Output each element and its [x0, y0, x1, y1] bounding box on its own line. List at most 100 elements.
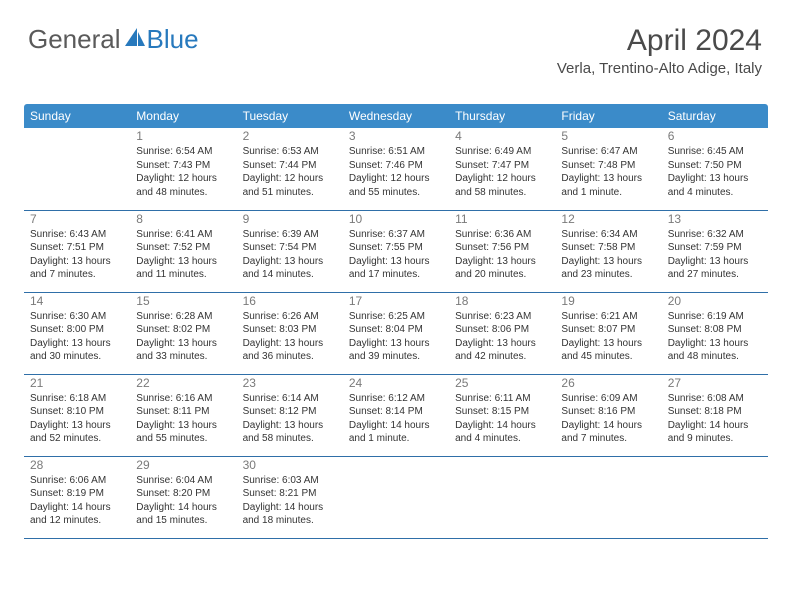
day-number: 29	[136, 458, 230, 472]
calendar-row: 14 Sunrise: 6:30 AMSunset: 8:00 PMDayligh…	[24, 292, 768, 374]
calendar-row: 28 Sunrise: 6:06 AMSunset: 8:19 PMDayligh…	[24, 456, 768, 538]
day-details: Sunrise: 6:36 AMSunset: 7:56 PMDaylight:…	[455, 228, 549, 282]
calendar-cell: 29 Sunrise: 6:04 AMSunset: 8:20 PMDayligh…	[130, 456, 236, 538]
day-number: 23	[243, 376, 337, 390]
day-number: 26	[561, 376, 655, 390]
calendar-cell: 2Sunrise: 6:53 AMSunset: 7:44 PMDaylight…	[237, 128, 343, 210]
brand-text-blue: Blue	[147, 24, 199, 55]
day-number: 30	[243, 458, 337, 472]
header: April 2024 Verla, Trentino-Alto Adige, I…	[557, 24, 762, 77]
day-details: Sunrise: 6:32 AMSunset: 7:59 PMDaylight:…	[668, 228, 762, 282]
weekday-header: Monday	[130, 104, 236, 128]
calendar-cell: 16 Sunrise: 6:26 AMSunset: 8:03 PMDayligh…	[237, 292, 343, 374]
weekday-header: Sunday	[24, 104, 130, 128]
calendar-cell: 28 Sunrise: 6:06 AMSunset: 8:19 PMDayligh…	[24, 456, 130, 538]
calendar-table: SundayMondayTuesdayWednesdayThursdayFrid…	[24, 104, 768, 539]
calendar-cell: 23 Sunrise: 6:14 AMSunset: 8:12 PMDayligh…	[237, 374, 343, 456]
day-details: Sunrise: 6:18 AMSunset: 8:10 PMDaylight:…	[30, 392, 124, 446]
day-details: Sunrise: 6:37 AMSunset: 7:55 PMDaylight:…	[349, 228, 443, 282]
day-details: Sunrise: 6:08 AMSunset: 8:18 PMDaylight:…	[668, 392, 762, 446]
calendar-cell: 13 Sunrise: 6:32 AMSunset: 7:59 PMDayligh…	[662, 210, 768, 292]
weekday-header: Tuesday	[237, 104, 343, 128]
day-number: 14	[30, 294, 124, 308]
calendar-cell: 25 Sunrise: 6:11 AMSunset: 8:15 PMDayligh…	[449, 374, 555, 456]
day-number: 2	[243, 129, 337, 143]
calendar-cell: 14 Sunrise: 6:30 AMSunset: 8:00 PMDayligh…	[24, 292, 130, 374]
day-number: 17	[349, 294, 443, 308]
day-details: Sunrise: 6:09 AMSunset: 8:16 PMDaylight:…	[561, 392, 655, 446]
day-details: Sunrise: 6:06 AMSunset: 8:19 PMDaylight:…	[30, 474, 124, 528]
calendar-cell: 9 Sunrise: 6:39 AMSunset: 7:54 PMDaylight…	[237, 210, 343, 292]
calendar-cell-empty	[662, 456, 768, 538]
calendar-cell-empty	[343, 456, 449, 538]
weekday-header: Saturday	[662, 104, 768, 128]
calendar-cell: 11 Sunrise: 6:36 AMSunset: 7:56 PMDayligh…	[449, 210, 555, 292]
calendar-cell: 18 Sunrise: 6:23 AMSunset: 8:06 PMDayligh…	[449, 292, 555, 374]
day-number: 8	[136, 212, 230, 226]
day-number: 25	[455, 376, 549, 390]
day-details: Sunrise: 6:26 AMSunset: 8:03 PMDaylight:…	[243, 310, 337, 364]
calendar-row: 21 Sunrise: 6:18 AMSunset: 8:10 PMDayligh…	[24, 374, 768, 456]
calendar-cell: 6Sunrise: 6:45 AMSunset: 7:50 PMDaylight…	[662, 128, 768, 210]
day-number: 7	[30, 212, 124, 226]
brand-sail-icon	[123, 26, 147, 53]
day-details: Sunrise: 6:41 AMSunset: 7:52 PMDaylight:…	[136, 228, 230, 282]
day-details: Sunrise: 6:51 AMSunset: 7:46 PMDaylight:…	[349, 145, 443, 199]
day-number: 22	[136, 376, 230, 390]
day-details: Sunrise: 6:19 AMSunset: 8:08 PMDaylight:…	[668, 310, 762, 364]
day-number: 10	[349, 212, 443, 226]
day-number: 13	[668, 212, 762, 226]
calendar-cell: 20 Sunrise: 6:19 AMSunset: 8:08 PMDayligh…	[662, 292, 768, 374]
calendar-cell-empty	[24, 128, 130, 210]
day-number: 21	[30, 376, 124, 390]
day-details: Sunrise: 6:47 AMSunset: 7:48 PMDaylight:…	[561, 145, 655, 199]
day-number: 20	[668, 294, 762, 308]
calendar-cell: 26 Sunrise: 6:09 AMSunset: 8:16 PMDayligh…	[555, 374, 661, 456]
day-details: Sunrise: 6:16 AMSunset: 8:11 PMDaylight:…	[136, 392, 230, 446]
day-number: 5	[561, 129, 655, 143]
day-details: Sunrise: 6:25 AMSunset: 8:04 PMDaylight:…	[349, 310, 443, 364]
day-details: Sunrise: 6:34 AMSunset: 7:58 PMDaylight:…	[561, 228, 655, 282]
page-title: April 2024	[557, 24, 762, 58]
calendar-cell: 24 Sunrise: 6:12 AMSunset: 8:14 PMDayligh…	[343, 374, 449, 456]
day-number: 6	[668, 129, 762, 143]
calendar-header-row: SundayMondayTuesdayWednesdayThursdayFrid…	[24, 104, 768, 128]
calendar-body: 1 Sunrise: 6:54 AMSunset: 7:43 PMDaylight…	[24, 128, 768, 538]
calendar-cell: 3Sunrise: 6:51 AMSunset: 7:46 PMDaylight…	[343, 128, 449, 210]
day-details: Sunrise: 6:23 AMSunset: 8:06 PMDaylight:…	[455, 310, 549, 364]
day-number: 9	[243, 212, 337, 226]
calendar-cell: 10 Sunrise: 6:37 AMSunset: 7:55 PMDayligh…	[343, 210, 449, 292]
day-number: 16	[243, 294, 337, 308]
day-details: Sunrise: 6:21 AMSunset: 8:07 PMDaylight:…	[561, 310, 655, 364]
calendar-cell: 27Sunrise: 6:08 AMSunset: 8:18 PMDayligh…	[662, 374, 768, 456]
day-details: Sunrise: 6:54 AMSunset: 7:43 PMDaylight:…	[136, 145, 230, 199]
day-number: 24	[349, 376, 443, 390]
day-details: Sunrise: 6:28 AMSunset: 8:02 PMDaylight:…	[136, 310, 230, 364]
day-number: 12	[561, 212, 655, 226]
calendar-cell: 22 Sunrise: 6:16 AMSunset: 8:11 PMDayligh…	[130, 374, 236, 456]
day-details: Sunrise: 6:12 AMSunset: 8:14 PMDaylight:…	[349, 392, 443, 446]
calendar-cell: 8 Sunrise: 6:41 AMSunset: 7:52 PMDaylight…	[130, 210, 236, 292]
calendar-cell-empty	[449, 456, 555, 538]
day-number: 15	[136, 294, 230, 308]
brand-logo: General Blue	[28, 24, 199, 55]
day-number: 28	[30, 458, 124, 472]
day-details: Sunrise: 6:30 AMSunset: 8:00 PMDaylight:…	[30, 310, 124, 364]
day-number: 11	[455, 212, 549, 226]
day-details: Sunrise: 6:39 AMSunset: 7:54 PMDaylight:…	[243, 228, 337, 282]
day-details: Sunrise: 6:14 AMSunset: 8:12 PMDaylight:…	[243, 392, 337, 446]
calendar-row: 1 Sunrise: 6:54 AMSunset: 7:43 PMDaylight…	[24, 128, 768, 210]
day-number: 1	[136, 129, 230, 143]
day-details: Sunrise: 6:04 AMSunset: 8:20 PMDaylight:…	[136, 474, 230, 528]
page-subtitle: Verla, Trentino-Alto Adige, Italy	[557, 60, 762, 77]
day-details: Sunrise: 6:11 AMSunset: 8:15 PMDaylight:…	[455, 392, 549, 446]
calendar-cell: 5 Sunrise: 6:47 AMSunset: 7:48 PMDaylight…	[555, 128, 661, 210]
calendar-cell: 21 Sunrise: 6:18 AMSunset: 8:10 PMDayligh…	[24, 374, 130, 456]
day-number: 18	[455, 294, 549, 308]
day-details: Sunrise: 6:49 AMSunset: 7:47 PMDaylight:…	[455, 145, 549, 199]
weekday-header: Thursday	[449, 104, 555, 128]
calendar-cell: 15 Sunrise: 6:28 AMSunset: 8:02 PMDayligh…	[130, 292, 236, 374]
weekday-header: Friday	[555, 104, 661, 128]
day-details: Sunrise: 6:43 AMSunset: 7:51 PMDaylight:…	[30, 228, 124, 282]
day-details: Sunrise: 6:03 AMSunset: 8:21 PMDaylight:…	[243, 474, 337, 528]
